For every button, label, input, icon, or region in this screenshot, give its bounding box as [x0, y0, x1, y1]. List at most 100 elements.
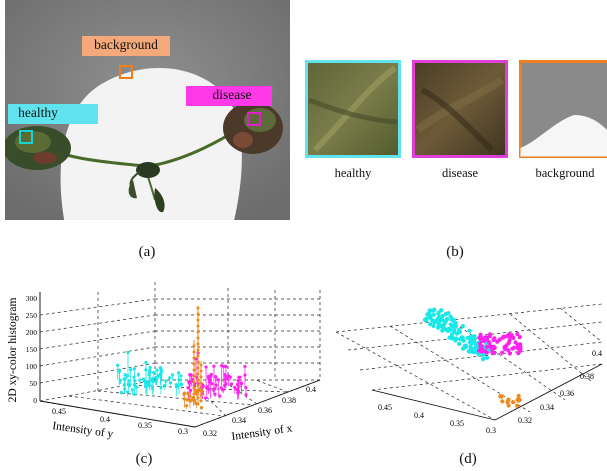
panel-a: background healthy disease — [3, 0, 290, 225]
histogram-point — [147, 373, 151, 377]
histogram-point — [192, 368, 196, 372]
histogram-point — [220, 364, 224, 368]
histogram-point — [201, 384, 205, 388]
cluster-point — [460, 324, 465, 329]
cluster-point — [512, 345, 517, 350]
y-tick: 0.4 — [100, 415, 110, 424]
caption-a: (a) — [138, 244, 156, 260]
white-paper-disc — [60, 68, 242, 225]
histogram-point — [141, 377, 146, 381]
cluster-point — [469, 341, 474, 346]
cluster-point — [448, 327, 453, 332]
histogram-point — [123, 387, 127, 391]
histogram-point — [199, 381, 203, 385]
c-zlabel: 2D xy-color histogram — [7, 298, 19, 403]
histogram-point — [196, 330, 200, 334]
cluster-point — [444, 317, 450, 322]
cluster-point — [435, 317, 440, 322]
histogram-point — [199, 387, 203, 391]
histogram-point — [158, 365, 162, 370]
histogram-point — [196, 378, 200, 382]
histogram-point — [126, 382, 131, 386]
histogram-point — [233, 385, 237, 390]
healthy-selection-box — [19, 130, 33, 144]
y-tick: 0.35 — [138, 421, 152, 430]
histogram-point — [156, 373, 161, 378]
d-y-tick: 0.3 — [486, 426, 496, 435]
cluster-point — [477, 348, 482, 353]
chart-c: 0 50 100 150 200 250 300 0.45 0.4 0.35 0… — [7, 282, 321, 443]
cluster-point — [511, 400, 516, 405]
z-ticks: 0 50 100 150 200 250 300 — [26, 294, 38, 405]
crop-label-background: background — [535, 166, 595, 180]
background-label-chip — [82, 36, 170, 56]
histogram-point — [199, 369, 203, 373]
cluster-point — [479, 345, 484, 350]
histogram-point — [192, 386, 196, 390]
histogram-point — [196, 306, 200, 310]
histogram-point — [196, 354, 200, 358]
cluster-point — [461, 338, 466, 343]
crop-disease — [412, 60, 508, 158]
histogram-point — [244, 385, 248, 390]
histogram-point — [218, 394, 222, 398]
cluster-point — [427, 308, 432, 313]
histogram-point — [119, 390, 123, 395]
cluster-point — [478, 341, 483, 346]
histogram-point — [196, 342, 200, 346]
healthy-label-chip — [8, 104, 98, 124]
crop-background — [519, 60, 607, 158]
histogram-point — [145, 382, 149, 386]
cluster-point — [440, 314, 445, 319]
cluster-point — [500, 350, 505, 355]
histogram-point — [199, 375, 203, 379]
histogram-point — [174, 382, 178, 387]
cluster-point — [439, 317, 445, 322]
histogram-point — [130, 388, 134, 392]
histogram-point — [193, 389, 197, 393]
cluster-point — [457, 341, 462, 346]
histogram-point — [196, 396, 200, 400]
histogram-point — [132, 392, 136, 396]
z-tick: 200 — [26, 328, 38, 337]
cluster-point — [492, 351, 497, 356]
histogram-point — [196, 360, 200, 364]
cluster-point — [501, 334, 506, 340]
cluster-point — [436, 321, 441, 326]
histogram-point — [159, 373, 163, 377]
cluster-point — [453, 324, 458, 329]
histogram-point — [176, 371, 181, 375]
d-y-tick: 0.4 — [414, 411, 424, 420]
histogram-point — [129, 368, 133, 372]
cluster-point — [460, 346, 466, 351]
histogram-point — [116, 363, 120, 367]
cluster-point — [424, 316, 429, 321]
cluster-point — [439, 308, 444, 313]
histogram-point — [155, 368, 159, 372]
histogram-point — [186, 392, 190, 396]
cluster-point — [468, 334, 473, 339]
histogram-point — [196, 324, 200, 328]
histogram-point — [224, 381, 228, 386]
histogram-point — [189, 398, 194, 402]
cluster-point — [432, 307, 437, 312]
histogram-point — [150, 386, 155, 391]
y-tick: 0.45 — [52, 407, 66, 416]
z-tick: 250 — [26, 311, 38, 320]
z-tick: 100 — [26, 362, 38, 371]
cluster-point — [506, 403, 511, 408]
histogram-point — [192, 392, 196, 396]
histogram-point — [196, 318, 200, 322]
cluster-point — [452, 336, 457, 341]
cluster-point — [481, 352, 486, 357]
histogram-point — [188, 372, 192, 377]
histogram-point — [132, 367, 136, 371]
c-histogram-points — [116, 306, 248, 410]
histogram-point — [150, 376, 155, 381]
cluster-point — [478, 336, 483, 341]
cluster-point — [459, 335, 464, 340]
cluster-point — [505, 400, 510, 405]
crop-healthy — [305, 60, 401, 158]
x-tick: 0.4 — [306, 385, 316, 394]
cluster-point — [492, 345, 497, 350]
